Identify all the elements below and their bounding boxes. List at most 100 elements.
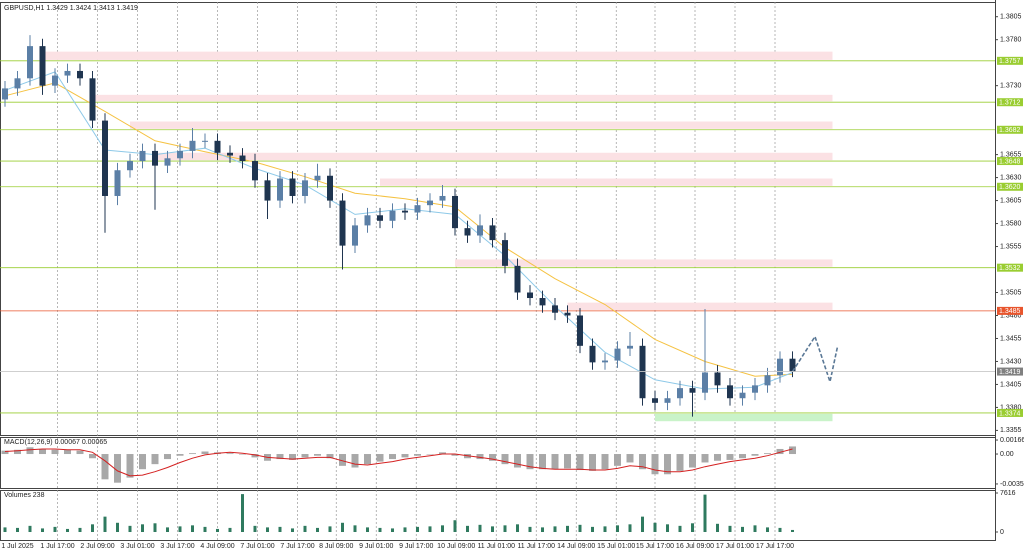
macd-bar	[39, 448, 46, 455]
x-tick-label: 16 Jul 09:00	[676, 543, 714, 550]
x-tick-label: 3 Jul 17:00	[160, 543, 194, 550]
y-tick-label: 1.3405	[1000, 381, 1022, 388]
volume-bar	[366, 527, 369, 533]
macd-bar	[401, 454, 409, 458]
candle-body	[352, 225, 358, 246]
candle-body	[514, 265, 521, 293]
candle-body	[589, 345, 596, 363]
volume-bar	[591, 526, 594, 533]
macd-bar	[626, 454, 634, 463]
volume-bar	[603, 526, 607, 533]
volume-bar	[53, 526, 57, 533]
candle-body	[464, 228, 471, 236]
macd-bar	[176, 454, 184, 456]
marks-layer	[0, 35, 995, 533]
macd-bar	[251, 454, 259, 458]
x-tick-label: 17 Jul 01:00	[716, 543, 754, 550]
candle-body	[539, 298, 546, 306]
candle-body	[702, 372, 708, 393]
volume-bar	[16, 527, 19, 533]
macd-bar	[276, 454, 284, 460]
volume-bar	[528, 526, 532, 533]
macd-bar	[26, 447, 34, 455]
projection-line	[791, 334, 839, 385]
candle-body	[627, 345, 633, 349]
level-label-box	[997, 263, 1023, 272]
x-tick-label: 1 Jul 17:00	[40, 543, 74, 550]
candle-body	[502, 240, 508, 266]
volume-bar	[416, 526, 419, 533]
macd-bar	[551, 454, 559, 470]
candle-body	[227, 152, 233, 156]
macd-bar	[389, 454, 396, 460]
candle-body	[614, 348, 621, 361]
x-tick-label: 8 Jul 09:00	[319, 543, 353, 550]
macd-bar	[689, 454, 696, 468]
macd-bar	[351, 454, 359, 468]
macd-bar	[614, 454, 621, 466]
candle-body	[202, 140, 208, 142]
candle-body	[664, 398, 671, 403]
x-tick-label: 9 Jul 01:00	[359, 543, 393, 550]
macd-bar	[751, 454, 759, 456]
volume-bar	[166, 527, 169, 533]
candle-body	[452, 195, 458, 229]
y-tick-label: 0.00166	[1000, 437, 1024, 444]
volume-bar	[628, 524, 632, 533]
volume-bar	[291, 528, 294, 533]
macd-bar	[314, 454, 321, 456]
candle-body	[52, 75, 58, 86]
macd-bar	[239, 454, 246, 455]
y-tick-label: 1.3605	[1000, 197, 1022, 204]
y-tick-label: 1.3555	[1000, 243, 1022, 250]
volume-bar	[3, 527, 7, 533]
volume-bar	[303, 525, 307, 533]
macd-bar	[639, 454, 646, 470]
candle-body	[339, 200, 346, 246]
macd-bar	[414, 454, 421, 456]
x-tick-label: 11 Jul 17:00	[517, 543, 555, 550]
candle-body	[527, 292, 533, 299]
candle-body	[489, 225, 496, 241]
volume-bar	[503, 525, 507, 533]
price-zone	[455, 259, 833, 267]
price-zone	[380, 178, 833, 186]
level-label: 1.3620	[999, 184, 1021, 191]
macd-bar	[376, 454, 384, 462]
macd-bar	[726, 454, 734, 460]
candle-body	[602, 360, 608, 363]
volume-bar	[491, 526, 494, 533]
signal-line	[4, 448, 793, 477]
x-tick-label: 7 Jul 01:00	[240, 543, 274, 550]
macd-bar	[126, 454, 134, 478]
candle-body	[239, 155, 246, 162]
volume-bar	[403, 527, 407, 533]
candle-body	[114, 170, 121, 196]
candle-body	[677, 388, 683, 399]
macd-bar	[526, 454, 534, 470]
candle-body	[564, 312, 571, 316]
volume-bar	[716, 523, 719, 533]
macd-bar	[676, 454, 684, 471]
y-tick-label: 0	[1000, 529, 1004, 536]
volume-bar	[253, 525, 257, 533]
macd-bar	[426, 454, 434, 455]
macd-bar	[114, 454, 121, 483]
macd-bar	[514, 454, 521, 468]
y-tick-label: 7616	[1000, 490, 1016, 497]
x-tick-label: 9 Jul 17:00	[399, 543, 433, 550]
candle-body	[652, 398, 658, 403]
candle-body	[127, 161, 133, 171]
volume-bar	[378, 527, 382, 533]
volume-bar	[141, 524, 144, 533]
candle-body	[327, 175, 333, 201]
level-label: 1.3374	[999, 410, 1021, 417]
candle-body	[289, 178, 296, 196]
macd-bar	[201, 451, 209, 455]
candle-body	[214, 140, 221, 153]
price-zone	[655, 413, 833, 422]
level-label: 1.3757	[999, 58, 1021, 65]
volume-bar	[666, 524, 669, 533]
x-tick-label: 7 Jul 17:00	[280, 543, 314, 550]
volume-bar	[691, 523, 694, 533]
